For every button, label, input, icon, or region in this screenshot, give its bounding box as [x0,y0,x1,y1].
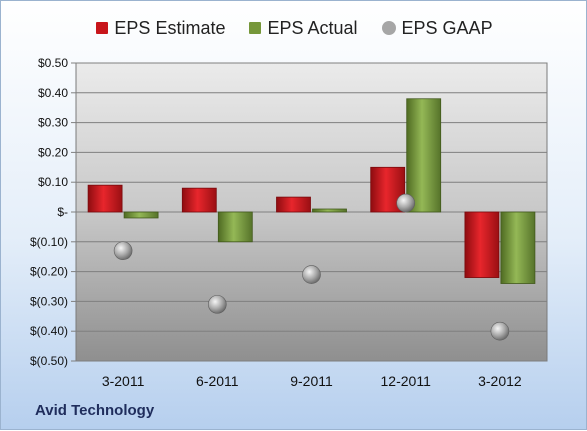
legend-label-gaap: EPS GAAP [401,17,493,38]
point-eps-gaap [302,265,321,284]
y-tick-label: $0.50 [38,56,68,70]
legend-label-actual: EPS Actual [267,17,358,38]
legend-swatch-actual [249,22,262,34]
bar-eps-estimate [464,211,500,278]
y-tick-label: $(0.40) [30,324,68,338]
bar-eps-actual [406,98,442,213]
y-tick-label: $0.30 [38,116,68,130]
point-eps-gaap [208,295,227,314]
y-tick-label: $(0.30) [30,294,68,308]
point-eps-gaap [396,193,416,213]
company-name: Avid Technology [35,402,155,419]
x-category-label: 9-2011 [290,373,333,389]
y-tick-label: $(0.10) [30,235,68,249]
legend-swatch-estimate [96,22,109,34]
bar-eps-actual [217,211,253,243]
x-category-label: 3-2011 [102,373,145,389]
y-tick-label: $0.20 [38,145,68,159]
y-tick-label: $- [57,205,68,219]
legend-item-gaap: EPS GAAP [381,17,493,39]
legend-swatch-gaap [381,21,396,35]
bar-eps-actual [312,208,347,213]
y-tick-label: $(0.50) [30,354,68,368]
bar-eps-actual [123,211,159,219]
y-tick-label: $(0.20) [30,265,68,279]
legend-item-actual: EPS Actual [249,17,358,39]
x-category-label: 3-2012 [478,373,522,389]
legend-label-estimate: EPS Estimate [114,17,226,38]
y-tick-label: $0.10 [38,175,68,189]
point-eps-gaap [490,321,510,341]
bar-eps-estimate [276,196,311,213]
bar-eps-estimate [181,187,217,213]
x-category-label: 12-2011 [381,373,432,389]
bar-eps-actual [500,211,536,284]
y-tick-label: $0.40 [38,86,68,100]
chart-legend: EPS Estimate EPS Actual EPS GAAP [1,13,587,43]
x-category-label: 6-2011 [196,373,239,389]
point-eps-gaap [113,241,133,261]
legend-item-estimate: EPS Estimate [96,18,225,39]
bar-eps-estimate [87,184,123,213]
